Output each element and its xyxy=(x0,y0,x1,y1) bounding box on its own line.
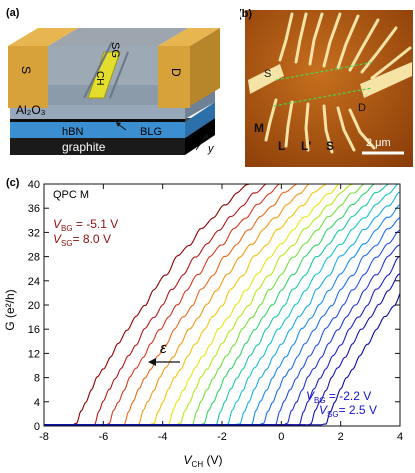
qpc-s-label: S xyxy=(326,139,334,153)
conductance-trace-16 xyxy=(44,229,400,426)
device-schematic: (a) S SG CH D Al₂O₃ hBN BLG graphite y xyxy=(6,7,220,155)
flake-line-bottom xyxy=(273,87,373,107)
graphite-side xyxy=(185,118,215,155)
oxide-label: Al₂O₃ xyxy=(16,103,46,117)
conductance-trace-18 xyxy=(44,256,400,426)
panel-b: (b) S D M L L' S 2 μm xyxy=(238,0,415,170)
conductance-trace-3 xyxy=(44,184,282,426)
y-tick-label: 12 xyxy=(28,348,40,360)
panel-b-label: (b) xyxy=(240,8,252,20)
conductance-trace-17 xyxy=(44,244,400,426)
drain-pad xyxy=(360,62,412,98)
chart-title: QPC M xyxy=(53,189,89,201)
drain-electrode-front xyxy=(158,46,190,108)
conductance-trace-6 xyxy=(44,184,326,426)
qpc-m-label: M xyxy=(254,121,264,135)
conductance-trace-8 xyxy=(44,184,353,426)
y-axis-label: G (e²/h) xyxy=(3,289,17,330)
panel-a: (a) S SG CH D Al₂O₃ hBN BLG graphite y xyxy=(0,0,225,165)
panel-a-label: (a) xyxy=(6,7,20,19)
conductance-trace-15 xyxy=(44,217,400,426)
x-tick-label: -2 xyxy=(217,431,227,443)
oxide-front xyxy=(10,105,185,119)
conductance-trace-19 xyxy=(44,273,400,426)
qpc-l-label: L xyxy=(278,139,285,153)
panel-c-label: (c) xyxy=(6,177,20,189)
conductance-trace-1 xyxy=(44,184,249,426)
hbn-label: hBN xyxy=(62,126,83,138)
channel-label: CH xyxy=(94,71,105,85)
conductance-trace-20 xyxy=(44,291,400,426)
conductance-trace-14 xyxy=(44,204,400,426)
x-tick-label: 4 xyxy=(397,431,403,443)
drain-label: D xyxy=(169,68,183,77)
graphite-label: graphite xyxy=(62,140,106,154)
source-electrode-top xyxy=(8,28,78,46)
conductance-trace-13 xyxy=(44,191,400,426)
epsilon-label: ε xyxy=(160,340,167,357)
plot-area xyxy=(44,184,400,426)
y-axis-arrow-head xyxy=(203,133,209,139)
blg-arrow-head xyxy=(116,122,121,127)
hbn-side xyxy=(185,102,215,138)
conductance-trace-5 xyxy=(44,184,310,426)
y-axis-label: y xyxy=(207,143,215,155)
conductance-trace-7 xyxy=(44,184,340,426)
epsilon-arrow-head xyxy=(148,358,156,366)
y-tick-label: 28 xyxy=(28,252,40,264)
x-tick-label: -6 xyxy=(98,431,108,443)
drain-electrode-side xyxy=(190,28,220,106)
x-tick-label: 0 xyxy=(278,431,284,443)
blg-label: BLG xyxy=(140,126,162,138)
y-axis-arrow xyxy=(195,135,207,151)
afm-drain-label: D xyxy=(358,102,366,114)
blg-layer xyxy=(10,119,185,122)
y-tick-label: 32 xyxy=(28,227,40,239)
conductance-trace-10 xyxy=(44,184,377,426)
y-tick-label: 16 xyxy=(28,324,40,336)
conductance-trace-4 xyxy=(44,184,297,426)
y-tick-label: 36 xyxy=(28,203,40,215)
x-tick-label: 2 xyxy=(338,431,344,443)
source-pad xyxy=(248,64,284,94)
gap-line-1 xyxy=(83,41,113,99)
conductance-trace-12 xyxy=(44,184,399,426)
drain-electrode-top xyxy=(158,28,220,46)
qpc-lp-label: L' xyxy=(301,139,311,153)
y-tick-label: 4 xyxy=(34,397,40,409)
graphite-front xyxy=(10,138,185,155)
annot-bottom-vbg: VBG = -2.2 V xyxy=(306,389,371,405)
gap-line-2 xyxy=(109,51,129,99)
split-gate-top xyxy=(48,28,188,46)
afm-image: (b) S D M L L' S 2 μm xyxy=(238,8,413,167)
annot-top-vbg: VBG = -5.1 V xyxy=(53,217,118,233)
afm-source-label: S xyxy=(264,68,271,80)
x-tick-label: -8 xyxy=(39,431,49,443)
flake-line-top xyxy=(275,61,375,81)
source-electrode-front xyxy=(8,46,48,108)
y-tick-label: 8 xyxy=(34,373,40,385)
annot-top-vsg: VSG= 8.0 V xyxy=(53,232,111,248)
y-tick-label: 40 xyxy=(28,179,40,191)
y-tick-label: 24 xyxy=(28,276,40,288)
conductance-trace-11 xyxy=(44,184,389,426)
conductance-trace-9 xyxy=(44,184,365,426)
panel-c: (c) -8 -6 -4 -2 0 2 4 0 4 8 12 16 20 24 28 32 36 40 QPC M… xyxy=(0,170,415,469)
x-axis-label: VCH (V) xyxy=(184,453,223,468)
y-tick-label: 20 xyxy=(28,300,40,312)
split-gate-label: SG xyxy=(109,42,121,58)
hbn-front xyxy=(10,122,185,138)
top-electrodes xyxy=(278,12,412,80)
y-tick-label: 0 xyxy=(34,421,40,433)
scale-bar-label: 2 μm xyxy=(366,137,391,149)
bottom-electrodes xyxy=(264,98,376,154)
x-tick-label: -4 xyxy=(158,431,168,443)
annot-bottom-vsg: VSG= 2.5 V xyxy=(319,403,377,419)
source-label: S xyxy=(19,66,33,74)
conductance-trace-2 xyxy=(44,184,267,426)
